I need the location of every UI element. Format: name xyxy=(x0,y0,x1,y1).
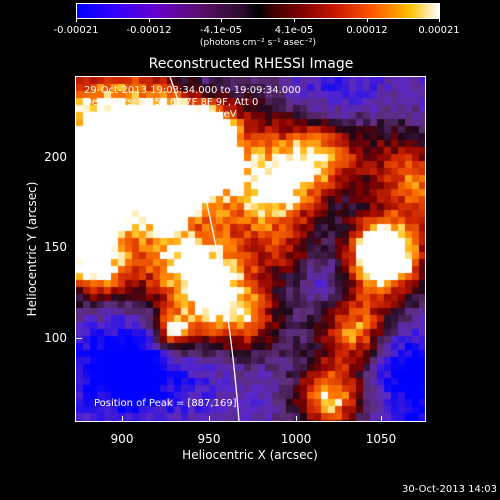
y-tick-label: 100 xyxy=(44,331,67,345)
hxr-heatmap xyxy=(76,77,425,421)
y-tick xyxy=(76,157,82,158)
colorbar-tick-label: 0.00021 xyxy=(418,25,460,36)
peak-position-label: Position of Peak = [887,169] xyxy=(94,398,237,409)
x-tick xyxy=(296,416,297,422)
colorbar xyxy=(76,3,440,19)
x-tick-label: 950 xyxy=(197,432,221,446)
colorbar-tick xyxy=(149,18,150,22)
x-tick xyxy=(209,416,210,422)
time-range-label: 29-Oct-2013 19:03:34.000 to 19:09:34.000 xyxy=(84,85,301,96)
algorithm-label: Clean Total counts: 1.01E+04 xyxy=(84,121,232,132)
colorbar-tick xyxy=(439,18,440,22)
colorbar-tick xyxy=(221,18,222,22)
x-tick-label: 900 xyxy=(110,432,134,446)
colorbar-tick-label: -0.00021 xyxy=(53,25,99,36)
x-axis-title: Heliocentric X (arcsec) xyxy=(182,448,318,462)
x-tick-label: 1050 xyxy=(365,432,397,446)
image-panel: 29-Oct-2013 19:03:34.000 to 19:09:34.000… xyxy=(75,76,426,422)
limb-curve xyxy=(169,77,240,421)
x-tick xyxy=(381,416,382,422)
colorbar-tick-label: 0.00012 xyxy=(346,25,388,36)
colorbar-units: (photons cm⁻² s⁻¹ asec⁻²) xyxy=(199,38,317,48)
x-tick-label: 1000 xyxy=(280,432,312,446)
colorbar-tick xyxy=(76,18,77,22)
y-tick-label: 150 xyxy=(44,240,67,254)
colorbar-tick-label: 4.1e-05 xyxy=(274,25,314,36)
y-axis-title: Heliocentric Y (arcsec) xyxy=(25,181,39,317)
colorbar-tick xyxy=(367,18,368,22)
render-timestamp: 30-Oct-2013 14:03 xyxy=(402,484,497,495)
x-tick xyxy=(122,416,123,422)
plot-title: Reconstructed RHESSI Image xyxy=(148,56,354,72)
colorbar-tick-label: -4.1e-05 xyxy=(200,25,242,36)
y-tick-label: 200 xyxy=(44,150,67,164)
colorbar-tick-label: -0.00012 xyxy=(126,25,172,36)
detectors-label: Detectors: 3F 5F 6F 7F 8F 9F, Att 0 xyxy=(84,97,259,108)
y-tick xyxy=(76,338,82,339)
energy-range-label: Energy Range: 25.0 - 50.0 keV xyxy=(84,109,237,120)
colorbar-tick xyxy=(294,18,295,22)
y-tick xyxy=(76,247,82,248)
solar-limb xyxy=(169,77,240,421)
